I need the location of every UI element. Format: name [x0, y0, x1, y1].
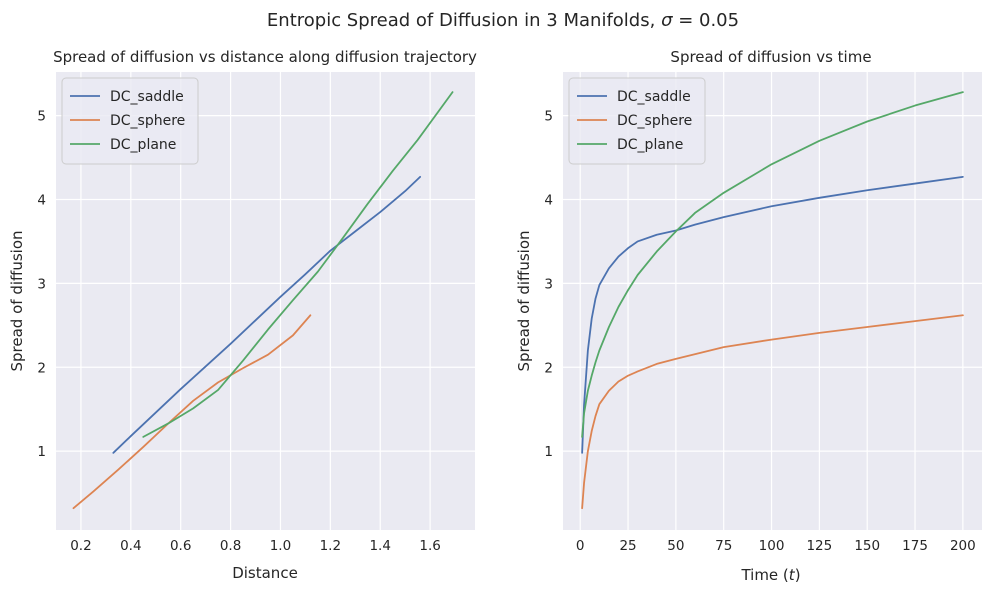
distance-chart-series-dc-plane — [142, 91, 454, 438]
time-chart-x-tick-label: 75 — [715, 538, 732, 554]
distance-chart-x-tick-label: 0.6 — [170, 538, 191, 554]
distance-chart-legend-frame — [61, 77, 199, 165]
distance-chart-y-tick-label: 3 — [37, 276, 46, 292]
distance-chart-legend-label: DC_sphere — [110, 113, 185, 129]
time-chart-series-dc-saddle — [581, 175, 964, 454]
distance-chart-xlabel: Distance — [232, 564, 298, 582]
suptitle-prefix: Entropic Spread of Diffusion in 3 Manifo… — [267, 10, 661, 31]
time-chart-legend-label: DC_saddle — [617, 89, 691, 105]
suptitle-suffix: = 0.05 — [672, 10, 739, 31]
distance-chart-x-tick-label: 1.6 — [419, 538, 440, 554]
time-chart-title: Spread of diffusion vs time — [670, 48, 871, 66]
time-chart-x-tick-label: 200 — [950, 538, 976, 554]
distance-chart-legend-label: DC_saddle — [110, 89, 184, 105]
time-chart-xlabel-suffix: ) — [795, 566, 801, 584]
time-chart-x-tick-label: 175 — [902, 538, 928, 554]
distance-chart-x-tick-label: 1.0 — [270, 538, 291, 554]
distance-chart-title: Spread of diffusion vs distance along di… — [53, 48, 477, 66]
distance-chart-plot-area: 0.2 0.4 0.6 0.8 1.0 1.2 1.4 1.612345DC_saddleDC… — [37, 72, 475, 554]
distance-chart-series-dc-saddle — [112, 175, 422, 454]
distance-chart-x-tick-label: 0.8 — [220, 538, 241, 554]
time-chart-y-tick-label: 5 — [544, 109, 553, 125]
time-chart-legend-label: DC_sphere — [617, 113, 692, 129]
distance-chart-x-tick-label: 0.2 — [70, 538, 91, 554]
suptitle-sigma: σ — [661, 10, 673, 31]
time-chart-legend: DC_saddle DC_sphere DC_plane — [568, 77, 706, 165]
time-chart-plot-area: 0 25 50 75 100 125 150 175 20012345DC_saddleDC_s… — [544, 72, 982, 554]
distance-chart-legend: DC_saddle DC_sphere DC_plane — [61, 77, 199, 165]
time-chart-series-dc-plane — [581, 91, 964, 438]
time-chart-xlabel-var: t — [789, 566, 796, 584]
time-chart-series-dc-sphere — [581, 314, 964, 510]
time-chart-x-tick-label: 125 — [806, 538, 832, 554]
time-chart-xlabel-prefix: Time ( — [740, 566, 788, 584]
distance-chart-x-tick-label: 0.4 — [120, 538, 141, 554]
distance-chart-x-tick-label: 1.4 — [369, 538, 390, 554]
distance-chart-y-tick-label: 1 — [37, 444, 46, 460]
distance-chart-x-tick-label: 1.2 — [320, 538, 341, 554]
distance-chart-y-tick-label: 2 — [37, 360, 46, 376]
time-chart-y-tick-label: 3 — [544, 276, 553, 292]
time-chart-legend-frame — [568, 77, 706, 165]
time-chart-y-tick-label: 2 — [544, 360, 553, 376]
time-chart-x-tick-label: 0 — [576, 538, 585, 554]
distance-chart-y-tick-label: 4 — [37, 193, 46, 209]
distance-chart: 0.2 0.4 0.6 0.8 1.0 1.2 1.4 1.612345DC_saddleDC… — [8, 48, 477, 582]
distance-chart-ylabel: Spread of diffusion — [8, 230, 26, 371]
distance-chart-y-tick-label: 5 — [37, 109, 46, 125]
time-chart: 0 25 50 75 100 125 150 175 20012345DC_saddleDC_s… — [515, 48, 982, 584]
figure-suptitle: Entropic Spread of Diffusion in 3 Manifo… — [267, 10, 739, 31]
distance-chart-series-dc-sphere — [72, 314, 312, 510]
time-chart-x-tick-label: 50 — [667, 538, 684, 554]
distance-chart-legend-label: DC_plane — [110, 137, 176, 153]
time-chart-legend-label: DC_plane — [617, 137, 683, 153]
time-chart-x-tick-label: 100 — [759, 538, 785, 554]
time-chart-x-tick-label: 150 — [854, 538, 880, 554]
time-chart-x-tick-label: 25 — [619, 538, 636, 554]
time-chart-y-tick-label: 1 — [544, 444, 553, 460]
time-chart-ylabel: Spread of diffusion — [515, 230, 533, 371]
time-chart-xlabel: Time (t) — [740, 566, 800, 584]
time-chart-y-tick-label: 4 — [544, 193, 553, 209]
